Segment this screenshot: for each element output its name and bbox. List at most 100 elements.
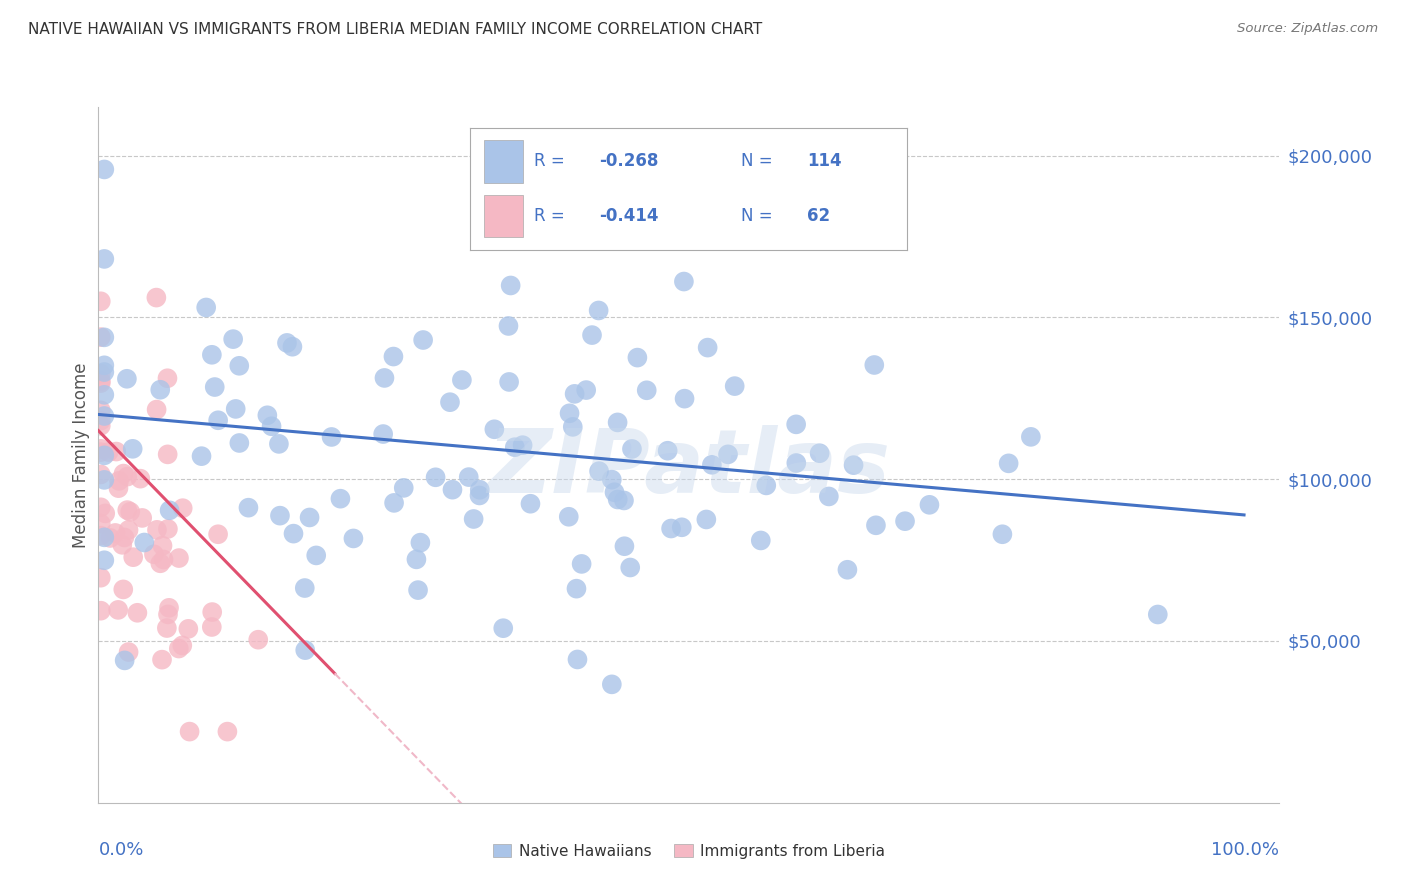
Point — [724, 379, 747, 393]
Point — [571, 557, 593, 571]
Point — [156, 607, 179, 622]
Point — [498, 318, 520, 333]
Point — [115, 469, 138, 483]
Point — [172, 501, 194, 516]
Point — [412, 333, 434, 347]
Point — [117, 503, 139, 517]
Point — [567, 652, 589, 666]
Point — [114, 653, 136, 667]
Point — [842, 458, 865, 472]
Point — [93, 530, 115, 544]
Point — [90, 529, 112, 543]
Point — [603, 485, 626, 500]
Point — [228, 359, 250, 373]
Point — [463, 512, 485, 526]
Point — [503, 440, 526, 454]
Point — [97, 445, 120, 459]
Point — [90, 367, 112, 381]
Point — [93, 330, 115, 344]
Point — [107, 481, 129, 495]
Point — [382, 496, 405, 510]
Point — [156, 447, 179, 461]
Point — [575, 383, 598, 397]
Point — [294, 581, 316, 595]
Point — [90, 414, 112, 428]
Point — [90, 294, 112, 309]
Legend: Native Hawaiians, Immigrants from Liberia: Native Hawaiians, Immigrants from Liberi… — [486, 838, 891, 864]
Point — [1019, 430, 1042, 444]
Point — [93, 473, 115, 487]
Point — [294, 643, 316, 657]
Point — [894, 514, 917, 528]
Point — [93, 553, 115, 567]
Point — [93, 365, 115, 379]
Point — [120, 505, 142, 519]
Point — [117, 645, 139, 659]
Point — [93, 388, 115, 402]
Point — [498, 375, 520, 389]
Point — [149, 556, 172, 570]
Point — [228, 436, 250, 450]
Point — [90, 500, 112, 515]
Point — [373, 371, 395, 385]
Point — [267, 437, 290, 451]
Text: ZIPatlas: ZIPatlas — [488, 425, 890, 512]
Point — [626, 351, 648, 365]
Point — [600, 677, 623, 691]
Point — [373, 427, 395, 442]
Point — [492, 621, 515, 635]
Point — [613, 493, 636, 508]
Point — [696, 341, 718, 355]
Point — [260, 419, 283, 434]
Point — [179, 724, 201, 739]
Point — [1146, 607, 1168, 622]
Point — [863, 358, 886, 372]
Point — [717, 447, 740, 461]
Point — [90, 604, 112, 618]
Point — [619, 560, 641, 574]
Point — [90, 516, 112, 531]
Point — [991, 527, 1014, 541]
Point — [172, 639, 194, 653]
Point — [468, 483, 491, 497]
Point — [561, 420, 583, 434]
Point — [281, 340, 304, 354]
Point — [512, 438, 534, 452]
Point — [104, 525, 127, 540]
Point — [177, 622, 200, 636]
Point — [145, 291, 167, 305]
Point — [588, 303, 610, 318]
Point — [659, 522, 682, 536]
Point — [657, 443, 679, 458]
Point — [565, 582, 588, 596]
Point — [90, 418, 112, 433]
Point — [439, 395, 461, 409]
Point — [90, 330, 112, 344]
Point — [785, 456, 807, 470]
Point — [156, 522, 179, 536]
Point — [112, 531, 135, 545]
Point — [392, 481, 415, 495]
Point — [156, 371, 179, 385]
Point — [129, 472, 152, 486]
Point — [201, 620, 224, 634]
Point — [117, 523, 139, 537]
Point — [405, 552, 427, 566]
Point — [441, 483, 464, 497]
Point — [149, 383, 172, 397]
Point — [195, 301, 218, 315]
Point — [159, 503, 181, 517]
Text: 0.0%: 0.0% — [98, 841, 143, 859]
Point — [918, 498, 941, 512]
Point — [90, 403, 112, 417]
Point — [201, 605, 224, 619]
Point — [93, 252, 115, 266]
Point — [121, 442, 143, 456]
Point — [564, 387, 586, 401]
Point — [581, 328, 603, 343]
Point — [190, 449, 212, 463]
Point — [93, 409, 115, 423]
Point — [111, 538, 134, 552]
Point — [700, 458, 723, 472]
Y-axis label: Median Family Income: Median Family Income — [72, 362, 90, 548]
